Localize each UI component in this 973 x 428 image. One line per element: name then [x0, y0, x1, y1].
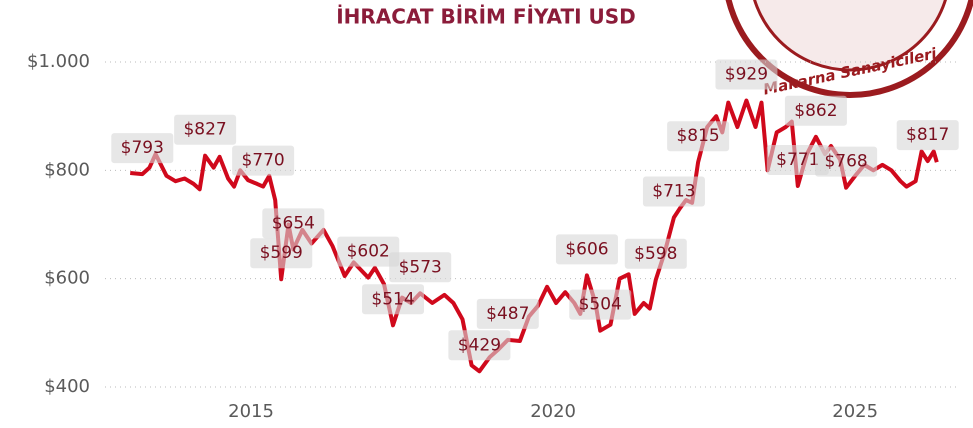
line: [130, 98, 939, 374]
value-label: $654: [272, 213, 315, 233]
value-label: $573: [399, 257, 442, 277]
value-label: $817: [906, 125, 949, 145]
x-tick-label: 2025: [832, 401, 878, 422]
label-bg: [111, 133, 174, 164]
value-label: $827: [183, 120, 226, 140]
value-label: $929: [725, 64, 768, 84]
y-tick-label: $600: [44, 268, 90, 289]
value-label: $815: [676, 126, 719, 146]
y-tick-label: $800: [44, 159, 90, 180]
label-bg: [232, 145, 295, 176]
value-label: $606: [565, 239, 608, 259]
label-bg: [389, 252, 452, 283]
label-bg: [667, 121, 730, 152]
value-label: $862: [794, 101, 837, 121]
x-tick-label: 2020: [530, 401, 576, 422]
label-bg: [815, 146, 878, 177]
label-bg: [250, 238, 313, 269]
y-tick-label: $400: [44, 376, 90, 397]
label-bg: [624, 238, 687, 269]
value-label: $504: [579, 295, 622, 315]
label-bg: [784, 95, 847, 126]
x-tick-label: 2015: [228, 401, 274, 422]
label-bg: [555, 234, 618, 265]
value-label: $602: [347, 242, 390, 262]
value-label: $487: [486, 304, 529, 324]
chart-title: İHRACAT BİRİM FİYATI USD: [336, 5, 636, 29]
value-label: $429: [458, 335, 501, 355]
label-bg: [642, 176, 705, 207]
label-bg: [448, 330, 511, 361]
label-bg: [262, 208, 325, 239]
value-label: $770: [241, 151, 284, 171]
label-bg: [896, 120, 959, 151]
value-label: $599: [260, 243, 303, 263]
label-bg: [174, 114, 237, 145]
label-bg: [337, 236, 400, 267]
value-label: $514: [371, 289, 414, 309]
value-label: $713: [652, 181, 695, 201]
logo: Makarna Sanayicileri: [725, 0, 973, 99]
label-bg: [766, 145, 829, 176]
label-bg: [715, 59, 778, 90]
label-bg: [362, 284, 425, 315]
value-label: $793: [121, 138, 164, 158]
label-bg: [569, 289, 632, 320]
value-label: $771: [776, 150, 819, 170]
label-bg: [476, 298, 539, 329]
y-tick-label: $1.000: [27, 51, 90, 72]
value-label: $768: [824, 152, 867, 172]
logo-inner: [753, 0, 947, 72]
value-label: $598: [634, 244, 677, 264]
